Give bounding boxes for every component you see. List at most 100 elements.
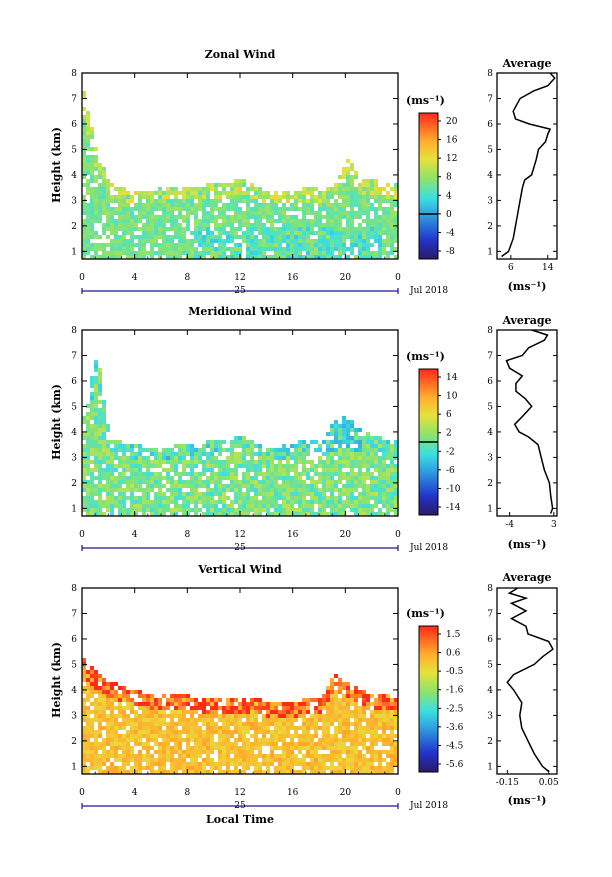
heatmap-cell [254, 746, 258, 750]
heatmap-cell [334, 488, 338, 492]
heatmap-cell [98, 762, 102, 766]
heatmap-cell [94, 690, 98, 694]
heatmap-cell [222, 710, 226, 714]
heatmap-cell [194, 512, 198, 516]
heatmap-cell [182, 448, 186, 452]
heatmap-cell [90, 231, 94, 235]
heatmap-cell [94, 207, 98, 211]
heatmap-cell [90, 219, 94, 223]
heatmap-cell [242, 698, 246, 702]
heatmap-cell [90, 207, 94, 211]
heatmap-cell [142, 223, 146, 227]
heatmap-cell [390, 722, 394, 726]
heatmap-cell [314, 754, 318, 758]
heatmap-cell [270, 448, 274, 452]
heatmap-cell [262, 754, 266, 758]
heatmap-cell [346, 504, 350, 508]
heatmap-cell [306, 722, 310, 726]
heatmap-cell [306, 472, 310, 476]
heatmap-cell [362, 504, 366, 508]
heatmap-cell [350, 167, 354, 171]
heatmap-cell [322, 468, 326, 472]
heatmap-cell [354, 484, 358, 488]
heatmap-cell [326, 710, 330, 714]
heatmap-cell [214, 223, 218, 227]
heatmap-cell [98, 758, 102, 762]
heatmap-cell [326, 452, 330, 456]
heatmap-cell [294, 215, 298, 219]
heatmap-cell [362, 690, 366, 694]
heatmap-cell [290, 718, 294, 722]
heatmap-cell [394, 468, 398, 472]
zonal-ylabel: Height (km) [50, 127, 63, 203]
heatmap-cell [102, 698, 106, 702]
heatmap-cell [334, 726, 338, 730]
heatmap-cell [170, 227, 174, 231]
heatmap-cell [214, 492, 218, 496]
heatmap-cell [366, 718, 370, 722]
heatmap-cell [234, 183, 238, 187]
x-tick-label: 0 [395, 788, 401, 798]
heatmap-cell [150, 702, 154, 706]
heatmap-cell [130, 496, 134, 500]
heatmap-cell [302, 512, 306, 516]
heatmap-cell [226, 183, 230, 187]
heatmap-cell [330, 710, 334, 714]
heatmap-cell [250, 714, 254, 718]
heatmap-cell [282, 746, 286, 750]
heatmap-cell [286, 746, 290, 750]
heatmap-cell [134, 480, 138, 484]
heatmap-cell [86, 207, 90, 211]
heatmap-cell [290, 444, 294, 448]
heatmap-cell [386, 742, 390, 746]
heatmap-cell [278, 235, 282, 239]
heatmap-cell [366, 444, 370, 448]
heatmap-cell [210, 219, 214, 223]
heatmap-cell [218, 750, 222, 754]
heatmap-cell [246, 750, 250, 754]
heatmap-cell [390, 508, 394, 512]
heatmap-cell [306, 227, 310, 231]
heatmap-cell [154, 722, 158, 726]
heatmap-cell [258, 492, 262, 496]
heatmap-cell [90, 742, 94, 746]
heatmap-cell [186, 718, 190, 722]
x-tick-label: 20 [340, 273, 352, 283]
heatmap-cell [270, 195, 274, 199]
heatmap-cell [338, 239, 342, 243]
heatmap-cell [246, 191, 250, 195]
heatmap-cell [350, 690, 354, 694]
heatmap-cell [338, 492, 342, 496]
heatmap-cell [118, 440, 122, 444]
heatmap-cell [358, 211, 362, 215]
heatmap-cell [218, 480, 222, 484]
heatmap-cell [114, 750, 118, 754]
heatmap-cell [86, 131, 90, 135]
heatmap-cell [142, 500, 146, 504]
heatmap-cell [266, 247, 270, 251]
heatmap-cell [186, 710, 190, 714]
heatmap-cell [178, 452, 182, 456]
heatmap-cell [134, 754, 138, 758]
heatmap-cell [374, 718, 378, 722]
heatmap-cell [94, 456, 98, 460]
heatmap-cell [266, 227, 270, 231]
heatmap-cell [110, 496, 114, 500]
heatmap-cell [330, 251, 334, 255]
heatmap-cell [286, 734, 290, 738]
heatmap-cell [354, 199, 358, 203]
heatmap-cell [106, 179, 110, 183]
heatmap-cell [126, 690, 130, 694]
heatmap-cell [190, 762, 194, 766]
heatmap-cell [298, 255, 302, 259]
heatmap-cell [230, 730, 234, 734]
heatmap-cell [366, 472, 370, 476]
heatmap-cell [94, 412, 98, 416]
heatmap-cell [378, 472, 382, 476]
heatmap-cell [230, 750, 234, 754]
heatmap-cell [98, 702, 102, 706]
heatmap-cell [366, 223, 370, 227]
heatmap-cell [158, 496, 162, 500]
heatmap-cell [90, 155, 94, 159]
heatmap-cell [386, 215, 390, 219]
